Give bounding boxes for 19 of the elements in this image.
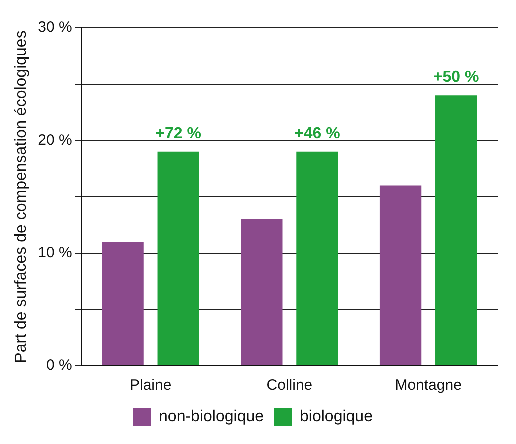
x-tick-label: Plaine [130,377,172,394]
x-tick-label: Montagne [395,377,462,394]
bar [241,220,283,366]
y-tick-label: 30 % [38,19,72,36]
x-tick-label: Colline [266,377,313,394]
bar [380,186,422,366]
annotation: +50 % [433,69,480,86]
bar [102,242,144,366]
legend-label: non-biologique [159,408,264,426]
bar [158,152,200,366]
legend-label: biologique [300,408,374,426]
y-tick-label: 0 % [46,357,72,374]
y-axis-title: Part de surfaces de compensation écologiques [13,30,30,364]
annotation: +46 % [294,125,340,142]
y-tick-label: 10 % [38,244,72,262]
y-tick-label: 20 % [38,132,72,149]
annotation: +72 % [156,125,202,142]
bar [436,96,478,366]
bar [296,152,338,366]
